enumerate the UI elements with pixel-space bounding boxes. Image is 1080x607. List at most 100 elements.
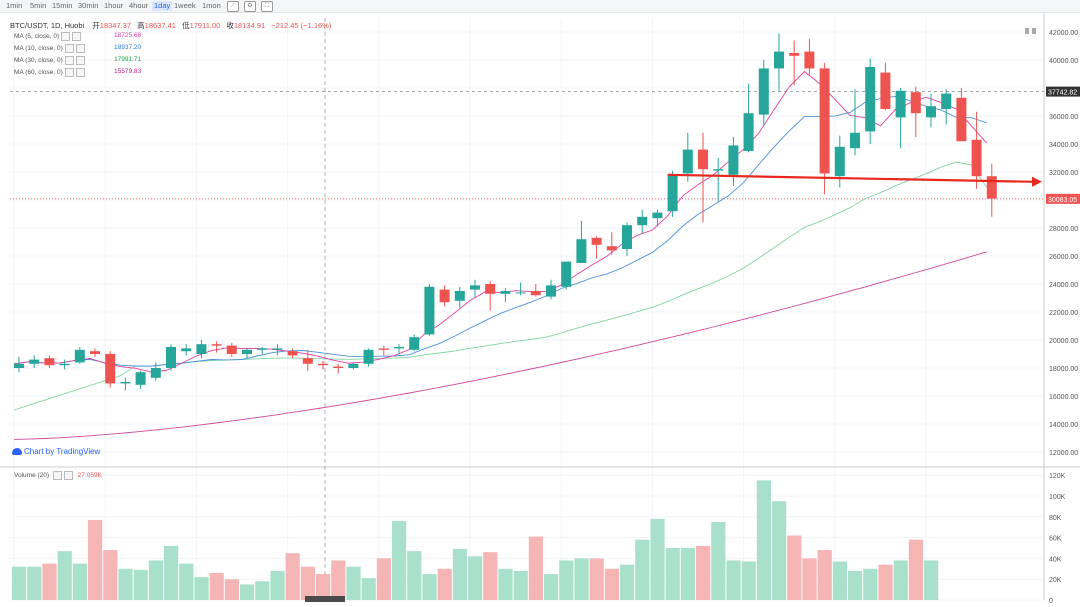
- candle-body: [758, 68, 769, 115]
- ma-close-icon[interactable]: [75, 68, 85, 77]
- volume-bar: [255, 581, 270, 600]
- volume-bar: [316, 574, 331, 600]
- ma10-line: [13, 95, 987, 367]
- candle-body: [226, 345, 237, 354]
- open-label: 开: [92, 21, 100, 30]
- candle: [591, 236, 602, 259]
- candle-body: [956, 97, 967, 142]
- volume-bar: [468, 556, 483, 600]
- volume-settings-icon[interactable]: [52, 471, 62, 480]
- volume-bar: [513, 570, 528, 600]
- ma-close-icon[interactable]: [72, 32, 82, 41]
- candle-body: [895, 90, 906, 118]
- candle: [257, 347, 268, 354]
- candle-body: [105, 354, 116, 384]
- pane-collapse-icon[interactable]: [1032, 28, 1036, 34]
- volume-bar: [528, 536, 543, 600]
- candle: [910, 86, 921, 137]
- candle-body: [713, 169, 724, 171]
- candle-body: [774, 51, 784, 69]
- candle: [196, 340, 207, 359]
- timeframe-1hour[interactable]: 1hour: [104, 1, 124, 10]
- candle-body: [181, 348, 192, 352]
- timeframe-1week[interactable]: 1week: [174, 1, 196, 10]
- candle: [956, 88, 967, 142]
- candle: [44, 355, 55, 368]
- candle: [74, 347, 85, 364]
- candle: [211, 341, 222, 353]
- candle-body: [120, 382, 131, 384]
- volume-bar: [133, 569, 148, 600]
- trend-arrow-head: [1032, 176, 1042, 187]
- timeframe-15min[interactable]: 15min: [52, 1, 73, 10]
- candle: [378, 345, 389, 356]
- volume-bar: [148, 560, 163, 600]
- candle-body: [606, 246, 617, 251]
- candle: [941, 89, 952, 125]
- candle: [226, 342, 237, 357]
- ma-settings-icon[interactable]: [64, 68, 74, 77]
- candle: [272, 344, 283, 356]
- price-tick-label: 26000.00: [1049, 254, 1078, 261]
- candle: [409, 334, 420, 352]
- candle-body: [29, 359, 40, 364]
- pane-maximize-icon[interactable]: [1025, 28, 1029, 34]
- price-tick-label: 12000.00: [1049, 450, 1078, 457]
- candle-body: [44, 358, 55, 366]
- ma-settings-icon[interactable]: [64, 44, 74, 53]
- timeframe-1day[interactable]: 1day: [152, 1, 173, 11]
- ma-settings-icon[interactable]: [61, 32, 71, 41]
- ma-close-icon[interactable]: [75, 56, 85, 65]
- price-tick-label: 22000.00: [1049, 310, 1078, 317]
- volume-bar: [12, 566, 27, 600]
- close-label: 收: [226, 21, 234, 30]
- volume-close-icon[interactable]: [63, 471, 73, 480]
- candle-body: [622, 225, 632, 249]
- change-value: −212.45 (−1.16%): [271, 21, 332, 30]
- candle: [120, 377, 131, 391]
- candle: [530, 284, 541, 297]
- volume-bar: [863, 568, 878, 600]
- candle-body: [971, 139, 982, 177]
- ma-legend-value: 18937.20: [114, 44, 142, 51]
- price-tick-label: 18000.00: [1049, 366, 1078, 373]
- price-tick-label: 28000.00: [1049, 226, 1078, 233]
- candle-body: [880, 72, 891, 109]
- timeframe-1min[interactable]: 1min: [6, 1, 23, 10]
- candle: [90, 348, 100, 357]
- timeframe-30min[interactable]: 30min: [78, 1, 99, 10]
- ma-settings-icon[interactable]: [64, 56, 74, 65]
- candle: [606, 232, 617, 255]
- candle-body: [424, 286, 435, 335]
- volume-bar: [711, 522, 726, 600]
- candle: [181, 344, 192, 356]
- timeframe-5min[interactable]: 5min: [30, 1, 47, 10]
- candle: [424, 284, 435, 336]
- volume-bar: [392, 520, 407, 600]
- volume-bar: [787, 535, 802, 600]
- volume-bar: [665, 548, 680, 600]
- settings-icon[interactable]: ⚙: [244, 1, 256, 12]
- crosshair-date-tag: [305, 596, 345, 602]
- open-value: 18347.37: [99, 21, 132, 30]
- candle-body: [682, 149, 693, 174]
- candle: [439, 285, 450, 307]
- candle: [728, 137, 739, 186]
- volume-bar: [452, 549, 467, 600]
- volume-bar: [498, 568, 513, 600]
- timeframe-1mon[interactable]: 1mon: [202, 1, 221, 10]
- tradingview-credit-link[interactable]: Chart by TradingView: [24, 447, 101, 456]
- ma-close-icon[interactable]: [75, 44, 85, 53]
- volume-tick-label: 20K: [1049, 577, 1062, 584]
- ma-legend-value: 15579.83: [114, 68, 142, 75]
- candle-body: [211, 344, 222, 346]
- candle-body: [302, 358, 313, 364]
- timeframe-4hour[interactable]: 4hour: [129, 1, 149, 10]
- fullscreen-icon[interactable]: ⛶: [261, 1, 273, 12]
- volume-bar: [88, 519, 103, 600]
- ma-legend-label: MA (10, close, 0): [14, 45, 63, 53]
- chart-type-icon[interactable]: ⟋: [227, 1, 239, 12]
- candle: [363, 348, 374, 367]
- candle-body: [667, 174, 678, 212]
- candle: [287, 348, 298, 359]
